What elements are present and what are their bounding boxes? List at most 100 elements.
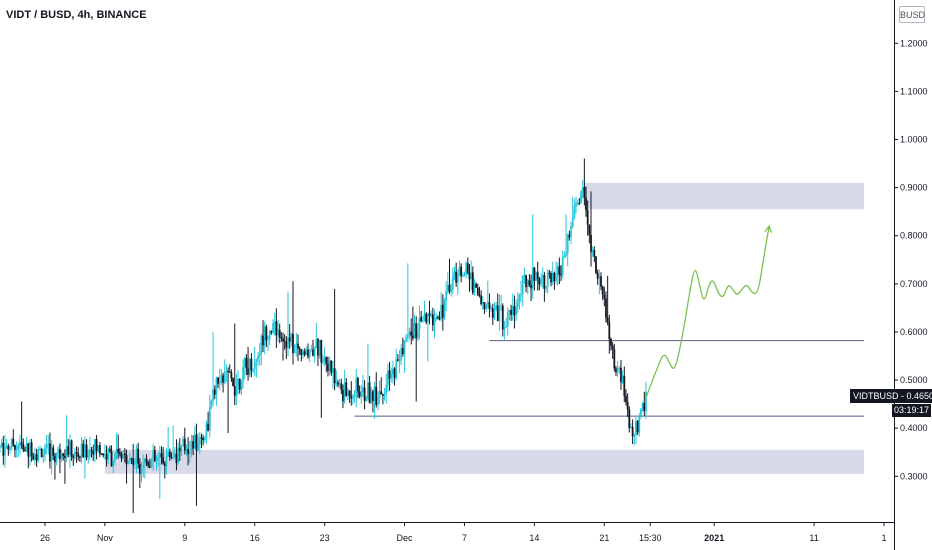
candle-down xyxy=(183,438,186,451)
candle-down xyxy=(623,375,626,396)
price-tick-label: 1.1000 xyxy=(900,86,928,96)
candle-down xyxy=(483,302,486,309)
candle-up xyxy=(403,340,406,355)
candle-down xyxy=(118,452,121,454)
candle-up xyxy=(305,349,308,355)
candle-down xyxy=(631,427,634,437)
candle-down xyxy=(300,349,303,356)
candle-down xyxy=(350,396,353,399)
candle-up xyxy=(355,378,358,394)
candle-down xyxy=(600,276,602,287)
candle-down xyxy=(620,367,622,383)
candle-down xyxy=(288,337,291,342)
candle-up xyxy=(93,439,96,455)
candle-up xyxy=(616,367,619,373)
candle-up xyxy=(318,340,321,356)
candle-down xyxy=(125,455,128,465)
candle-down xyxy=(476,287,479,295)
candle-up xyxy=(598,276,601,279)
candle-down xyxy=(558,266,561,275)
candle-up xyxy=(430,314,433,316)
candle-down xyxy=(337,382,339,385)
candle-up xyxy=(235,386,238,396)
candle-up xyxy=(182,438,185,447)
candle-up xyxy=(272,323,274,333)
candle-up xyxy=(133,461,136,465)
candle-up xyxy=(511,306,514,316)
candle-down xyxy=(595,256,597,273)
time-axis[interactable]: 26 Nov 9 16 23 Dec 7 14 21 15:30 2021 11 1 xyxy=(40,522,887,543)
candle-down xyxy=(340,383,343,390)
candle-up xyxy=(205,423,208,439)
candle-up xyxy=(57,448,60,454)
candle-down xyxy=(411,335,414,339)
candle-up xyxy=(17,446,20,449)
candle-down xyxy=(213,389,216,395)
candle-up xyxy=(421,320,424,322)
candle-down xyxy=(550,273,552,283)
candle-up xyxy=(113,454,116,461)
candle-up xyxy=(44,448,46,455)
candle-down xyxy=(628,409,631,429)
candle-down xyxy=(70,440,73,457)
candle-up xyxy=(310,349,313,352)
candle-up xyxy=(315,339,318,348)
candle-down xyxy=(588,224,591,235)
candle-up xyxy=(545,286,547,289)
candle-down xyxy=(325,357,328,364)
candle-up xyxy=(172,456,175,458)
currency-button[interactable]: BUSD xyxy=(899,6,925,23)
candle-up xyxy=(97,445,100,452)
candle-up xyxy=(323,357,326,362)
candle-up xyxy=(47,443,50,445)
candle-down xyxy=(238,378,241,390)
candle-up xyxy=(555,276,557,282)
candle-up xyxy=(618,367,621,369)
candle-up xyxy=(440,304,443,320)
candle-down xyxy=(368,382,371,403)
candle-down xyxy=(513,306,516,316)
price-tick-label: 0.5000 xyxy=(900,375,928,385)
candle-up xyxy=(253,361,256,369)
candle-up xyxy=(198,437,201,445)
price-axis[interactable]: 1.2000 1.1000 1.0000 0.9000 0.8000 0.7000 0.60… xyxy=(894,38,928,481)
candle-down xyxy=(330,360,333,373)
candle-down xyxy=(145,458,148,462)
candle-down xyxy=(625,395,627,402)
candle-up xyxy=(50,447,53,462)
candle-down xyxy=(475,283,478,288)
candle-up xyxy=(453,271,456,277)
time-tick-label: Nov xyxy=(97,533,114,543)
candle-down xyxy=(22,444,25,451)
candle-up xyxy=(556,266,559,277)
supply-demand-zone xyxy=(104,449,865,474)
candle-down xyxy=(227,370,229,372)
candle-up xyxy=(458,266,461,275)
candle-down xyxy=(32,456,35,460)
candle-down xyxy=(148,465,151,468)
candle-down xyxy=(102,453,105,456)
candle-up xyxy=(258,353,261,356)
candle-down xyxy=(583,187,586,198)
candle-down xyxy=(460,266,463,277)
candle-up xyxy=(29,442,31,457)
candle-up xyxy=(74,451,76,458)
candle-up xyxy=(360,391,363,397)
candle-down xyxy=(608,322,611,340)
candle-down xyxy=(333,368,336,384)
candle-up xyxy=(112,460,115,467)
candle-up xyxy=(561,257,564,276)
candle-up xyxy=(580,191,582,203)
candle-up xyxy=(621,375,624,383)
candle-up xyxy=(540,278,542,285)
time-tick-label: 1 xyxy=(882,533,887,543)
candle-up xyxy=(197,444,200,451)
candle-up xyxy=(408,331,411,336)
candle-down xyxy=(605,298,607,318)
candle-down xyxy=(245,358,248,369)
candle-up xyxy=(638,416,641,433)
candle-down xyxy=(480,295,483,304)
candle-up xyxy=(465,263,468,275)
candle-down xyxy=(160,453,163,458)
